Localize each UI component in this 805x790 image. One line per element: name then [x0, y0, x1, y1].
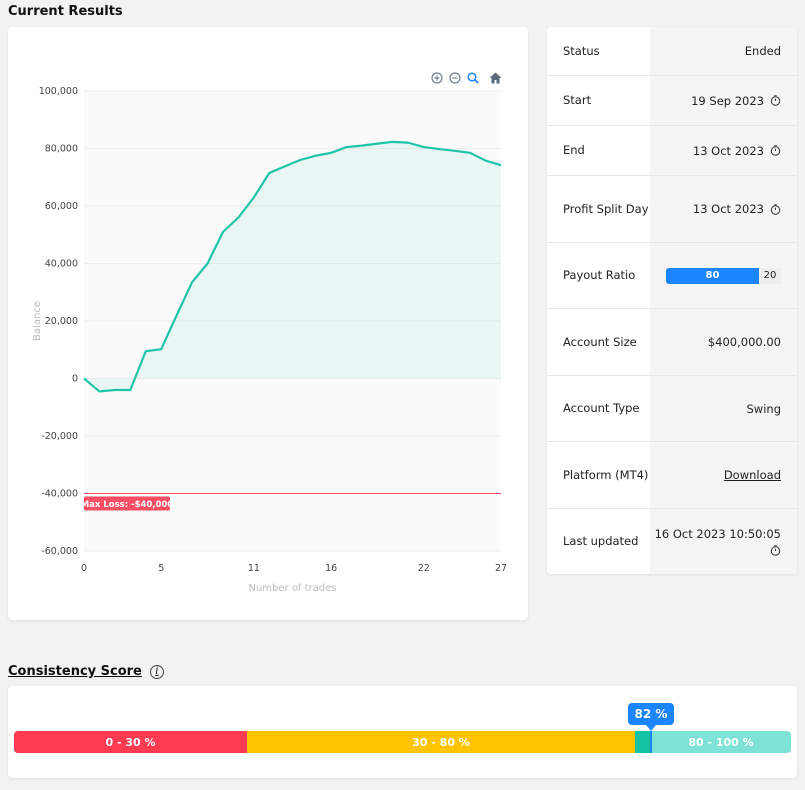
zoom-out-icon[interactable] [448, 71, 462, 85]
x-tick-label: 22 [418, 563, 430, 574]
score-marker-label: 82 % [628, 703, 674, 725]
y-tick-label: -40,000 [41, 489, 78, 500]
y-axis-label: Balance [32, 301, 43, 341]
max-loss-label: Max Loss: -$40,000 [81, 500, 174, 510]
balance-chart: 100,000 80,000 60,000 40,000 20,000 0 -20,000 -… [32, 86, 507, 594]
platform-row: Platform (MT4) Download [547, 442, 797, 509]
profit-split-value: 13 Oct 2023 [692, 202, 764, 216]
download-link[interactable]: Download [723, 468, 781, 482]
stopwatch-icon [770, 145, 781, 156]
y-tick-label: 80,000 [45, 144, 78, 155]
end-label: End [547, 126, 650, 175]
stopwatch-icon [770, 545, 781, 556]
last-updated-row: Last updated 16 Oct 2023 10:50:05 [547, 509, 797, 574]
x-tick-label: 0 [81, 563, 87, 574]
account-size-label: Account Size [547, 309, 650, 375]
zoom-in-icon[interactable] [430, 71, 444, 85]
profit-split-label: Profit Split Day [547, 176, 650, 242]
x-axis-label: Number of trades [248, 583, 336, 594]
y-tick-label: 20,000 [45, 316, 78, 327]
start-row: Start 19 Sep 2023 [547, 76, 797, 126]
consistency-score-card: 82 % 0 - 30 % 30 - 80 % 80 - 100 % [8, 686, 797, 778]
start-value: 19 Sep 2023 [691, 93, 764, 108]
score-marker-arrow [646, 725, 656, 731]
account-size-value: $400,000.00 [650, 309, 797, 375]
payout-trader-share: 80 [666, 267, 759, 284]
profit-split-row: Profit Split Day 13 Oct 2023 [547, 176, 797, 243]
home-icon[interactable] [488, 71, 502, 85]
y-tick-label: 60,000 [45, 201, 78, 212]
balance-chart-card: 100,000 80,000 60,000 40,000 20,000 0 -20,000 -… [8, 27, 528, 620]
account-type-row: Account Type Swing [547, 376, 797, 442]
last-updated-label: Last updated [547, 509, 650, 574]
start-label: Start [547, 76, 650, 125]
y-tick-label: 100,000 [39, 86, 78, 97]
score-marker-line [650, 731, 652, 753]
status-row: Status Ended [547, 27, 797, 76]
segment-score-fill [635, 731, 651, 753]
y-tick-label: 0 [72, 374, 78, 385]
account-type-label: Account Type [547, 376, 650, 441]
y-tick-label: -60,000 [41, 546, 78, 557]
current-results-title: Current Results [8, 4, 123, 19]
account-info-card: Status Ended Start 19 Sep 2023 End 13 Oc… [547, 27, 797, 574]
consistency-score-title: Consistency Score [8, 664, 142, 679]
payout-ratio-bar: 80 20 [666, 267, 781, 284]
end-value: 13 Oct 2023 [692, 143, 764, 158]
payout-ratio-label: Payout Ratio [547, 243, 650, 308]
platform-label: Platform (MT4) [547, 442, 650, 508]
account-type-value: Swing [650, 376, 797, 441]
end-row: End 13 Oct 2023 [547, 126, 797, 176]
x-tick-label: 5 [158, 563, 164, 574]
x-tick-label: 16 [325, 563, 337, 574]
y-tick-label: -20,000 [41, 431, 78, 442]
balance-area [84, 141, 501, 392]
balance-line [83, 140, 502, 393]
payout-ratio-row: Payout Ratio 80 20 [547, 243, 797, 309]
info-icon[interactable]: i [149, 664, 164, 679]
zoom-search-icon[interactable] [466, 71, 480, 85]
segment-low: 0 - 30 % [14, 731, 247, 753]
chart-toolbar [430, 71, 502, 85]
segment-mid: 30 - 80 % [247, 731, 635, 753]
stopwatch-icon [770, 95, 781, 106]
x-tick-label: 27 [495, 563, 507, 574]
payout-firm-share: 20 [759, 267, 781, 284]
stopwatch-icon [770, 203, 781, 215]
y-tick-label: 40,000 [45, 259, 78, 270]
status-label: Status [547, 27, 650, 75]
max-loss-badge [84, 496, 170, 511]
status-value: Ended [650, 27, 797, 75]
x-tick-label: 11 [248, 563, 260, 574]
segment-high: 80 - 100 % [651, 731, 791, 753]
account-size-row: Account Size $400,000.00 [547, 309, 797, 376]
last-updated-value: 16 Oct 2023 10:50:05 [654, 527, 781, 541]
consistency-score-bar: 0 - 30 % 30 - 80 % 80 - 100 % [14, 731, 791, 753]
